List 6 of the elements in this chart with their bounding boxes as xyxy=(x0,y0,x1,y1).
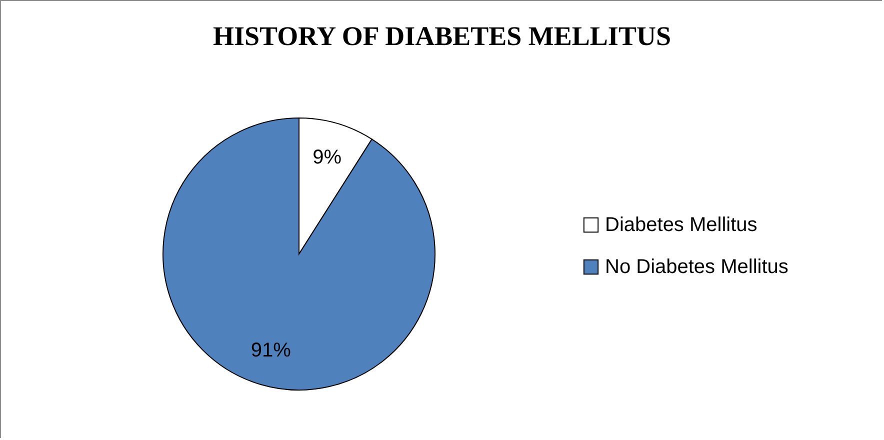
legend-label: No Diabetes Mellitus xyxy=(605,256,788,278)
pie-slice xyxy=(162,118,436,390)
chart-title: HISTORY OF DIABETES MELLITUS xyxy=(213,21,671,51)
data-label: 9% xyxy=(312,146,342,168)
legend-label: Diabetes Mellitus xyxy=(605,214,758,236)
data-label: 91% xyxy=(250,340,292,362)
